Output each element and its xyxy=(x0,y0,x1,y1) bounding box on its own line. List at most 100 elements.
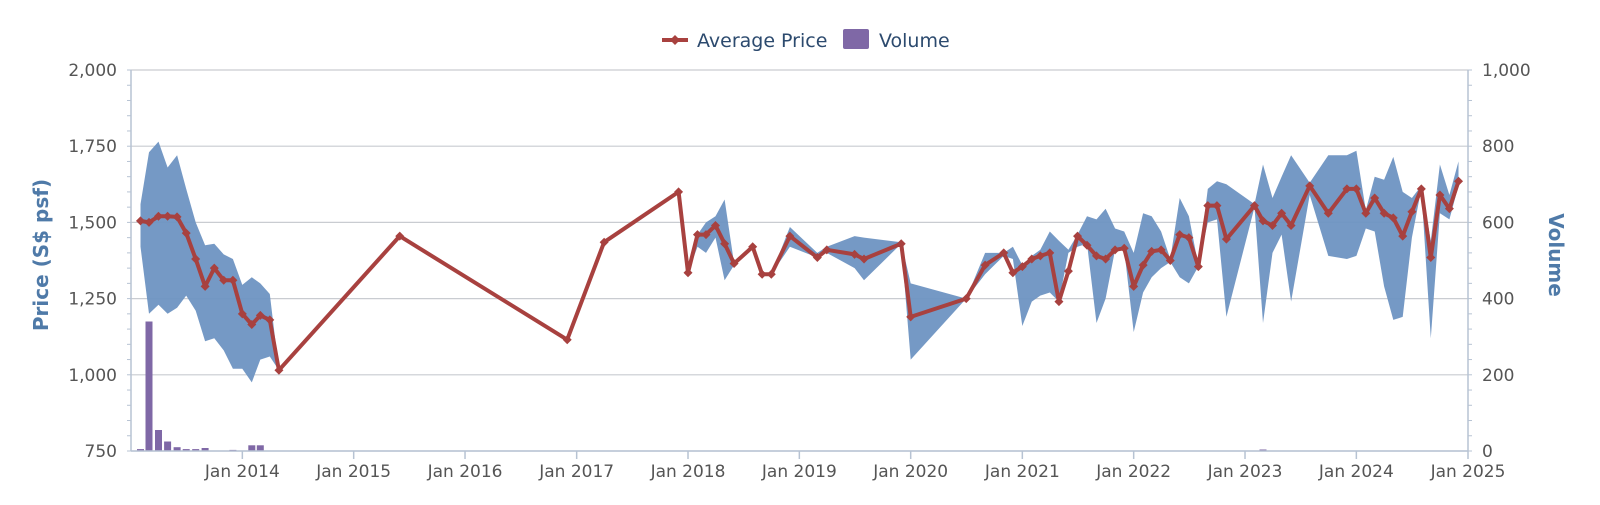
average-price-point xyxy=(1045,248,1055,258)
average-price-point xyxy=(859,254,869,264)
average-price-point xyxy=(1203,201,1213,211)
legend-item-volume[interactable]: Volume xyxy=(843,29,950,52)
average-price-point xyxy=(1027,254,1037,264)
x-tick-label: Jan 2020 xyxy=(872,462,948,482)
y-left-tick-label: 1,000 xyxy=(68,366,117,386)
average-price-point xyxy=(683,268,693,278)
average-price-point xyxy=(1073,231,1083,241)
volume-bar xyxy=(192,449,200,451)
square-icon xyxy=(843,29,869,49)
average-price-point xyxy=(255,310,265,320)
x-tick-label: Jan 2025 xyxy=(1430,462,1506,482)
y-axis-right-title: Volume xyxy=(1544,213,1568,297)
average-price-point xyxy=(1129,281,1139,291)
y-right-tick-label: 200 xyxy=(1482,366,1514,386)
average-price-point xyxy=(265,315,275,325)
average-price-point xyxy=(1063,266,1073,276)
average-price-point xyxy=(766,269,776,279)
x-tick-label: Jan 2023 xyxy=(1207,462,1283,482)
average-price-point xyxy=(1342,184,1352,194)
x-tick-label: Jan 2016 xyxy=(427,462,503,482)
average-price-point xyxy=(219,275,229,285)
average-price-point xyxy=(1426,252,1436,262)
x-tick-label: Jan 2019 xyxy=(761,462,837,482)
volume-bar xyxy=(173,447,181,451)
average-price-point xyxy=(1138,260,1148,270)
average-price-point xyxy=(1370,193,1380,203)
average-price-point xyxy=(135,216,145,226)
average-price-point xyxy=(1082,240,1092,250)
average-price-point xyxy=(1119,243,1129,253)
volume-bar xyxy=(201,448,209,451)
average-price-point xyxy=(237,309,247,319)
volume-bar xyxy=(182,449,190,451)
average-price-point xyxy=(200,281,210,291)
y-right-tick-label: 800 xyxy=(1482,137,1514,157)
y-right-tick-label: 1,000 xyxy=(1482,61,1531,81)
average-price-point xyxy=(172,212,182,222)
average-price-point xyxy=(1156,245,1166,255)
y-right-tick-label: 600 xyxy=(1482,213,1514,233)
legend-item-average-price[interactable]: Average Price xyxy=(662,30,827,52)
average-price-point xyxy=(1398,231,1408,241)
average-price-point xyxy=(999,248,1009,258)
volume-bar xyxy=(164,441,172,451)
average-price-point xyxy=(1221,234,1231,244)
average-price-point xyxy=(850,249,860,259)
average-price-point xyxy=(1175,230,1185,240)
average-price-point xyxy=(1407,207,1417,217)
average-price-point xyxy=(674,187,684,197)
x-tick-label: Jan 2017 xyxy=(538,462,614,482)
x-tick-label: Jan 2024 xyxy=(1318,462,1394,482)
legend-label-volume: Volume xyxy=(879,30,950,52)
price-range-area xyxy=(140,141,1459,383)
x-tick-label: Jan 2015 xyxy=(315,462,391,482)
legend-diamond-marker xyxy=(670,35,680,45)
x-tick-label: Jan 2014 xyxy=(204,462,280,482)
average-price-point xyxy=(785,231,795,241)
average-price-point xyxy=(1388,213,1398,223)
average-price-point xyxy=(247,320,257,330)
y-left-tick-label: 2,000 xyxy=(68,61,117,81)
average-price-point xyxy=(896,239,906,249)
average-price-point xyxy=(1277,208,1287,218)
average-price-point xyxy=(1361,208,1371,218)
average-price-point xyxy=(1444,204,1454,214)
y-right-tick-label: 0 xyxy=(1482,442,1493,462)
volume-bar xyxy=(256,445,264,451)
average-price-point xyxy=(1267,220,1277,230)
legend-label-average-price: Average Price xyxy=(697,30,827,52)
average-price-point xyxy=(1351,184,1361,194)
volume-bar xyxy=(137,449,144,451)
average-price-point xyxy=(1008,268,1018,278)
average-price-point xyxy=(729,259,739,269)
average-price-point xyxy=(1035,251,1045,261)
average-price-point xyxy=(191,254,201,264)
x-tick-label: Jan 2021 xyxy=(984,462,1060,482)
y-left-tick-label: 1,500 xyxy=(68,213,117,233)
average-price-point xyxy=(153,211,163,221)
price-range-band xyxy=(678,150,1459,360)
average-price-series xyxy=(135,176,1464,375)
average-price-point xyxy=(1017,262,1027,272)
average-price-point xyxy=(1249,201,1259,211)
average-price-point xyxy=(209,263,219,273)
average-price-point xyxy=(163,211,173,221)
y-left-tick-label: 750 xyxy=(85,442,117,462)
average-price-point xyxy=(748,242,758,252)
average-price-point xyxy=(1286,220,1296,230)
y-left-tick-label: 1,750 xyxy=(68,137,117,157)
average-price-point xyxy=(395,231,405,241)
average-price-point xyxy=(181,228,191,238)
average-price-point xyxy=(720,239,730,249)
volume-bar xyxy=(248,445,256,451)
axes: 750 0 1,000 200 1,250 400 1,500 600 1,750 800 2,00… xyxy=(68,61,1530,482)
average-price-point xyxy=(1147,246,1157,256)
average-price-point xyxy=(1416,184,1426,194)
average-price-point xyxy=(228,275,238,285)
y-left-tick-label: 1,250 xyxy=(68,290,117,310)
average-price-point xyxy=(980,260,990,270)
price-range-band xyxy=(140,141,279,383)
average-price-point xyxy=(1305,181,1315,191)
average-price-point xyxy=(599,237,609,247)
